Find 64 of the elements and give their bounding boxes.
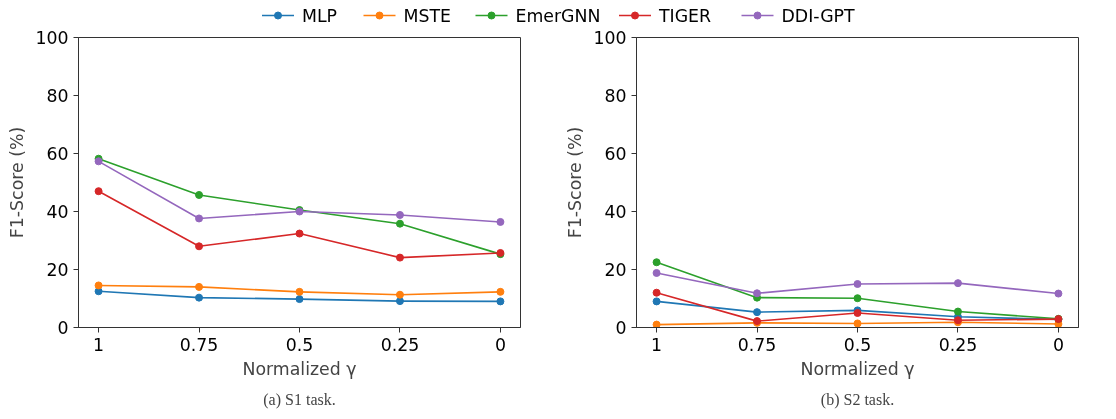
point (94, 187, 103, 196)
text: (a) S1 task. (263, 390, 336, 409)
legend-label: DDI-GPT (781, 5, 856, 26)
x-tick-label: 0.75 (737, 334, 777, 355)
x-tick-label: 0.75 (179, 334, 219, 355)
y-tick-label: 0 (615, 318, 627, 338)
y-tick-label: 40 (46, 202, 69, 222)
point (496, 217, 505, 226)
point (496, 297, 505, 306)
x-tick-label: 1 (651, 334, 663, 355)
point (953, 307, 962, 316)
point (395, 219, 404, 228)
x-axis-title: Normalized γ (242, 358, 357, 379)
y-tick-label: 100 (35, 28, 69, 48)
x-tick-label: 1 (93, 334, 105, 355)
x-tick-label: 0 (1052, 334, 1064, 355)
x-tick-label: 0 (494, 334, 506, 355)
y-tick-label: 20 (604, 260, 627, 280)
x-tick-label: 0.5 (843, 334, 872, 355)
legend-label: TIGER (658, 5, 712, 26)
point (652, 258, 661, 267)
x-tick-label: 0.5 (285, 334, 314, 355)
text: (b) S2 task. (820, 390, 895, 409)
point (94, 281, 103, 290)
legend-label: EmerGNN (515, 5, 601, 26)
point (853, 319, 862, 328)
point (496, 287, 505, 296)
y-axis-title: F1-Score (%) (7, 126, 28, 239)
point (1054, 289, 1063, 298)
x-tick-label: 0.25 (380, 334, 420, 355)
point (652, 288, 661, 297)
point (195, 293, 204, 302)
point (652, 268, 661, 277)
point (195, 282, 204, 291)
point (953, 279, 962, 288)
y-axis-title: F1-Score (%) (565, 126, 586, 239)
point (853, 294, 862, 303)
y-tick-label: 60 (604, 144, 627, 164)
point (295, 287, 304, 296)
point (395, 297, 404, 306)
legend-label: MLP (302, 5, 338, 26)
y-tick-label: 0 (57, 318, 69, 338)
x-tick-label: 0.25 (938, 334, 978, 355)
legend-label: MSTE (403, 5, 451, 26)
point (652, 297, 661, 306)
point (195, 242, 204, 251)
point (753, 308, 762, 317)
point (195, 190, 204, 199)
y-tick-label: 80 (46, 86, 69, 106)
y-tick-label: 60 (46, 144, 69, 164)
point (395, 290, 404, 299)
x-axis-title: Normalized γ (800, 358, 915, 379)
point (652, 320, 661, 328)
y-tick-label: 100 (593, 28, 627, 48)
point (295, 295, 304, 304)
point (295, 229, 304, 238)
y-tick-label: 20 (46, 260, 69, 280)
point (853, 280, 862, 288)
point (753, 289, 762, 298)
point (195, 214, 204, 223)
y-tick-label: 80 (604, 86, 627, 106)
y-tick-label: 40 (604, 202, 627, 222)
point (395, 253, 404, 262)
point (395, 210, 404, 219)
